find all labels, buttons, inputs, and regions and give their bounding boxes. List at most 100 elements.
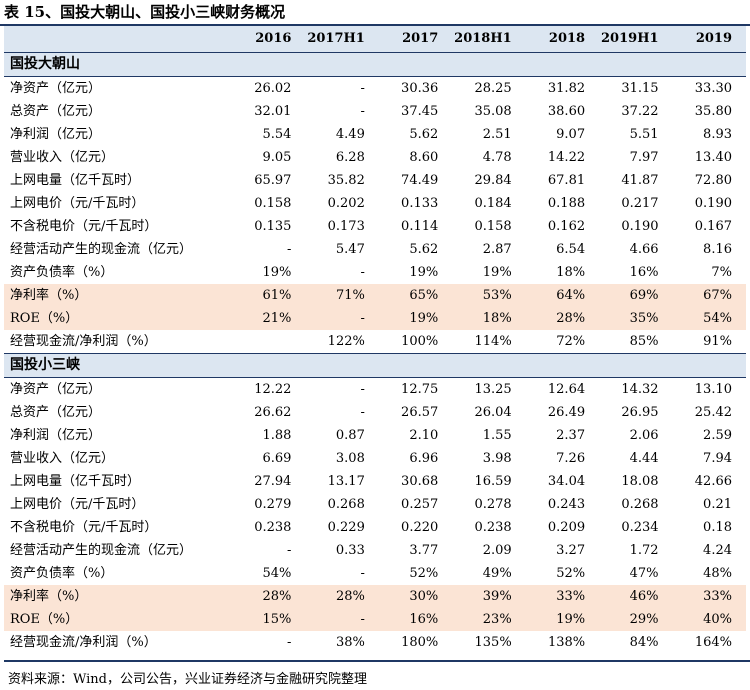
row-label: 净利润（亿元）	[10, 428, 102, 443]
table-cell: 164%	[694, 635, 732, 650]
table-cell: 2.87	[482, 242, 512, 257]
table-row: 经营活动产生的现金流（亿元） - 0.33 3.77 2.09 3.27 1.72 4.24	[4, 539, 746, 562]
header-cell: 2019	[672, 26, 746, 53]
table-cell: 2.59	[703, 428, 732, 443]
table-cell: 38.60	[547, 104, 586, 119]
table-cell: 6.28	[335, 150, 365, 165]
table-cell: 1.55	[482, 428, 512, 443]
table-cell: 6.96	[409, 451, 439, 466]
table-cell: 5.54	[262, 127, 292, 142]
table-cell: 0.209	[547, 520, 586, 535]
table-cell: 18%	[452, 307, 526, 330]
table-row: 经营现金流/净利润（%） - 38% 180% 135% 138% 84% 164%	[4, 631, 746, 654]
row-label: 营业收入（亿元）	[10, 451, 115, 466]
table-cell: 35%	[599, 307, 673, 330]
table-cell: 0.21	[703, 497, 732, 512]
table-cell: 23%	[452, 608, 526, 631]
table-cell: 26.02	[254, 81, 292, 96]
table-cell: 2.09	[482, 543, 512, 558]
table-cell: 26.57	[401, 405, 439, 420]
table-cell: 7.94	[703, 451, 732, 466]
table-cell: 35.08	[474, 104, 512, 119]
table-row: 营业收入（亿元） 6.69 3.08 6.96 3.98 7.26 4.44 7.94	[4, 447, 746, 470]
table-cell: 31.82	[547, 81, 586, 96]
table-row: 营业收入（亿元） 9.05 6.28 8.60 4.78 14.22 7.97 13.40	[4, 146, 746, 169]
table-cell: 4.49	[335, 127, 365, 142]
table-row: 资产负债率（%） 54% - 52% 49% 52% 47% 48%	[4, 562, 746, 585]
table-cell: 6.69	[262, 451, 292, 466]
table-cell: 32.01	[254, 104, 292, 119]
table-cell: 0.135	[254, 219, 292, 234]
table-cell: 2.10	[409, 428, 439, 443]
financial-table: 2016 2017H1 2017 2018H1 2018 2019H1 2019…	[4, 26, 746, 654]
table-cell: 26.49	[547, 405, 586, 420]
table-cell: 2.06	[629, 428, 659, 443]
table-cell: 100%	[401, 334, 439, 349]
table-cell	[232, 330, 305, 354]
table-cell: 3.98	[482, 451, 512, 466]
row-label: 总资产（亿元）	[10, 405, 102, 420]
table-cell: -	[360, 382, 365, 397]
table-cell: 3.27	[556, 543, 586, 558]
row-label: 净利率（%）	[4, 585, 232, 608]
table-cell: 27.94	[254, 474, 292, 489]
table-cell: 114%	[474, 334, 512, 349]
table-cell: 4.24	[703, 543, 732, 558]
table-cell: 0.268	[327, 497, 365, 512]
table-row: 总资产（亿元） 32.01 - 37.45 35.08 38.60 37.22 35.80	[4, 100, 746, 123]
row-label: 上网电量（亿千瓦时）	[10, 173, 141, 188]
table-cell: 54%	[672, 307, 746, 330]
table-cell: 33%	[525, 585, 600, 608]
table-cell: 4.78	[482, 150, 512, 165]
table-cell: 3.77	[409, 543, 439, 558]
table-cell: 0.18	[703, 520, 732, 535]
table-cell: -	[287, 543, 292, 558]
row-label: 经营现金流/净利润（%）	[10, 635, 157, 650]
table-cell: 0.238	[474, 520, 512, 535]
table-cell: 84%	[629, 635, 659, 650]
table-cell: 16%	[378, 608, 453, 631]
table-cell: 4.66	[629, 242, 659, 257]
table-cell: 37.22	[621, 104, 659, 119]
table-cell: -	[360, 566, 365, 581]
table-cell: 18%	[556, 265, 586, 280]
table-cell: 26.95	[621, 405, 659, 420]
table-cell: 7.26	[556, 451, 586, 466]
table-cell: 16%	[629, 265, 659, 280]
table-cell: 12.22	[254, 382, 292, 397]
table-cell: 13.40	[694, 150, 732, 165]
row-label: ROE（%）	[4, 608, 232, 631]
table-cell: -	[360, 265, 365, 280]
table-cell: 138%	[547, 635, 586, 650]
table-row: 上网电价（元/千瓦时） 0.158 0.202 0.133 0.184 0.188 0.21…	[4, 192, 746, 215]
table-cell: 0.278	[474, 497, 512, 512]
table-cell: 28%	[305, 585, 379, 608]
table-cell: 42.66	[694, 474, 732, 489]
table-cell: 19%	[409, 265, 439, 280]
table-cell: 46%	[599, 585, 673, 608]
table-cell: 35.82	[327, 173, 365, 188]
table-cell: 3.08	[335, 451, 365, 466]
header-cell: 2016	[232, 26, 306, 53]
table-cell: 8.60	[409, 150, 439, 165]
table-cell: 48%	[703, 566, 732, 581]
table-cell: 2.37	[556, 428, 586, 443]
row-label: 上网电价（元/千瓦时）	[10, 196, 145, 211]
table-cell: 30.68	[401, 474, 439, 489]
table-cell: 28%	[525, 307, 600, 330]
table-cell: 14.32	[621, 382, 659, 397]
table-cell: 122%	[327, 334, 365, 349]
table-cell: 8.93	[703, 127, 732, 142]
table-cell: -	[305, 608, 379, 631]
table-cell: 69%	[599, 284, 673, 307]
table-cell: 65%	[378, 284, 453, 307]
table-row: 资产负债率（%） 19% - 19% 19% 18% 16% 7%	[4, 261, 746, 284]
table-row: 净资产（亿元） 12.22 - 12.75 13.25 12.64 14.32 13.10	[4, 378, 746, 402]
table-cell: 30%	[378, 585, 453, 608]
table-cell: 30.36	[401, 81, 439, 96]
table-cell: 9.07	[556, 127, 586, 142]
table-cell: 53%	[452, 284, 526, 307]
table-cell: 67.81	[547, 173, 586, 188]
row-label: 资产负债率（%）	[10, 265, 114, 280]
table-cell: 67%	[672, 284, 746, 307]
